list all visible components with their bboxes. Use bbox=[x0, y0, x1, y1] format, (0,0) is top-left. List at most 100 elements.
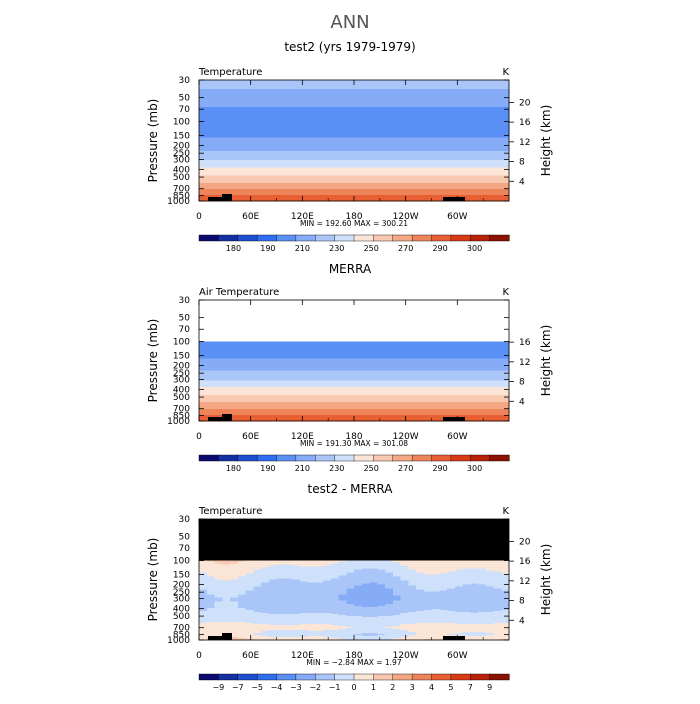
contour-band bbox=[385, 577, 394, 580]
contour-band bbox=[485, 560, 495, 563]
contour-band bbox=[323, 572, 332, 575]
contour-band bbox=[485, 571, 495, 574]
contour-band bbox=[377, 631, 386, 633]
contour-band bbox=[385, 638, 394, 640]
contour-band bbox=[261, 564, 270, 567]
contour-band bbox=[315, 603, 324, 605]
contour-band bbox=[323, 638, 332, 640]
contour-band bbox=[454, 596, 464, 598]
contour-band bbox=[299, 619, 309, 621]
contour-band bbox=[416, 573, 425, 576]
contour-band bbox=[478, 636, 487, 638]
contour-band bbox=[501, 603, 510, 605]
contour-band bbox=[416, 598, 425, 600]
contour-band bbox=[323, 586, 332, 588]
contour-band bbox=[261, 584, 270, 586]
contour-band bbox=[408, 580, 417, 583]
contour-band bbox=[315, 588, 324, 590]
contour-band bbox=[206, 580, 216, 583]
contour-band bbox=[307, 561, 316, 564]
contour-band bbox=[408, 592, 417, 594]
contour-band bbox=[338, 594, 347, 596]
contour-band bbox=[237, 573, 247, 576]
contour-band bbox=[423, 634, 433, 636]
contour-band bbox=[338, 582, 347, 584]
contour-band bbox=[330, 616, 340, 618]
contour-band bbox=[354, 575, 363, 578]
contour-band bbox=[307, 569, 316, 572]
contour-band bbox=[454, 576, 464, 579]
contour-band bbox=[431, 603, 440, 605]
contour-band bbox=[199, 596, 208, 598]
contour-band bbox=[501, 560, 510, 563]
contour-band bbox=[338, 591, 347, 593]
contour-band bbox=[237, 608, 247, 610]
contour-band bbox=[400, 578, 409, 581]
contour-band bbox=[447, 611, 456, 613]
contour-band bbox=[493, 592, 502, 594]
contour-band bbox=[431, 621, 440, 623]
contour-band bbox=[416, 633, 425, 635]
contour-band bbox=[222, 600, 231, 602]
contour-band bbox=[276, 585, 285, 587]
contour-band bbox=[245, 595, 254, 597]
contour-band bbox=[400, 615, 409, 617]
contour-band bbox=[199, 138, 510, 142]
contour-band bbox=[292, 612, 301, 614]
contour-band bbox=[346, 570, 355, 573]
contour-band bbox=[361, 593, 371, 595]
contour-band bbox=[392, 629, 402, 631]
contour-band bbox=[330, 609, 340, 611]
contour-band bbox=[253, 569, 262, 572]
contour-band bbox=[408, 560, 417, 563]
contour-band bbox=[392, 606, 402, 608]
contour-band bbox=[385, 584, 394, 586]
contour-band bbox=[416, 638, 425, 640]
contour-band bbox=[299, 595, 309, 597]
contour-band bbox=[361, 611, 371, 613]
contour-band bbox=[485, 572, 495, 575]
contour-band bbox=[253, 606, 262, 608]
contour-band bbox=[323, 589, 332, 591]
contour-band bbox=[431, 609, 440, 611]
contour-band bbox=[361, 604, 371, 606]
contour-band bbox=[447, 581, 456, 583]
contour-band bbox=[408, 626, 417, 628]
contour-band bbox=[400, 585, 409, 587]
contour-band bbox=[222, 618, 231, 620]
contour-band bbox=[478, 631, 487, 633]
contour-band bbox=[369, 580, 378, 583]
contour-band bbox=[199, 356, 510, 359]
contour-band bbox=[199, 134, 510, 137]
contour-band bbox=[423, 588, 433, 590]
contour-band bbox=[237, 602, 247, 604]
contour-band bbox=[222, 609, 231, 611]
colorbar-swatch bbox=[431, 673, 452, 681]
contour-band bbox=[199, 89, 510, 92]
contour-band bbox=[199, 110, 510, 113]
contour-band bbox=[199, 179, 510, 182]
contour-band bbox=[323, 567, 332, 570]
contour-band bbox=[222, 574, 231, 577]
contour-band bbox=[493, 597, 502, 599]
contour-band bbox=[431, 595, 440, 597]
contour-band bbox=[276, 567, 285, 570]
contour-band bbox=[431, 638, 440, 640]
contour-band bbox=[416, 591, 425, 593]
contour-band bbox=[470, 591, 479, 593]
contour-band bbox=[385, 566, 394, 569]
contour-band bbox=[261, 622, 270, 624]
contour-band bbox=[454, 592, 464, 594]
contour-band bbox=[323, 598, 332, 600]
contour-band bbox=[222, 581, 231, 583]
contour-band bbox=[485, 590, 495, 592]
contour-band bbox=[485, 628, 495, 630]
contour-band bbox=[478, 575, 487, 578]
contour-band bbox=[431, 624, 440, 626]
contour-band bbox=[493, 571, 502, 574]
contour-band bbox=[416, 580, 425, 583]
contour-band bbox=[354, 628, 363, 630]
contour-band bbox=[361, 577, 371, 580]
contour-band bbox=[369, 627, 378, 629]
contour-band bbox=[377, 633, 386, 635]
